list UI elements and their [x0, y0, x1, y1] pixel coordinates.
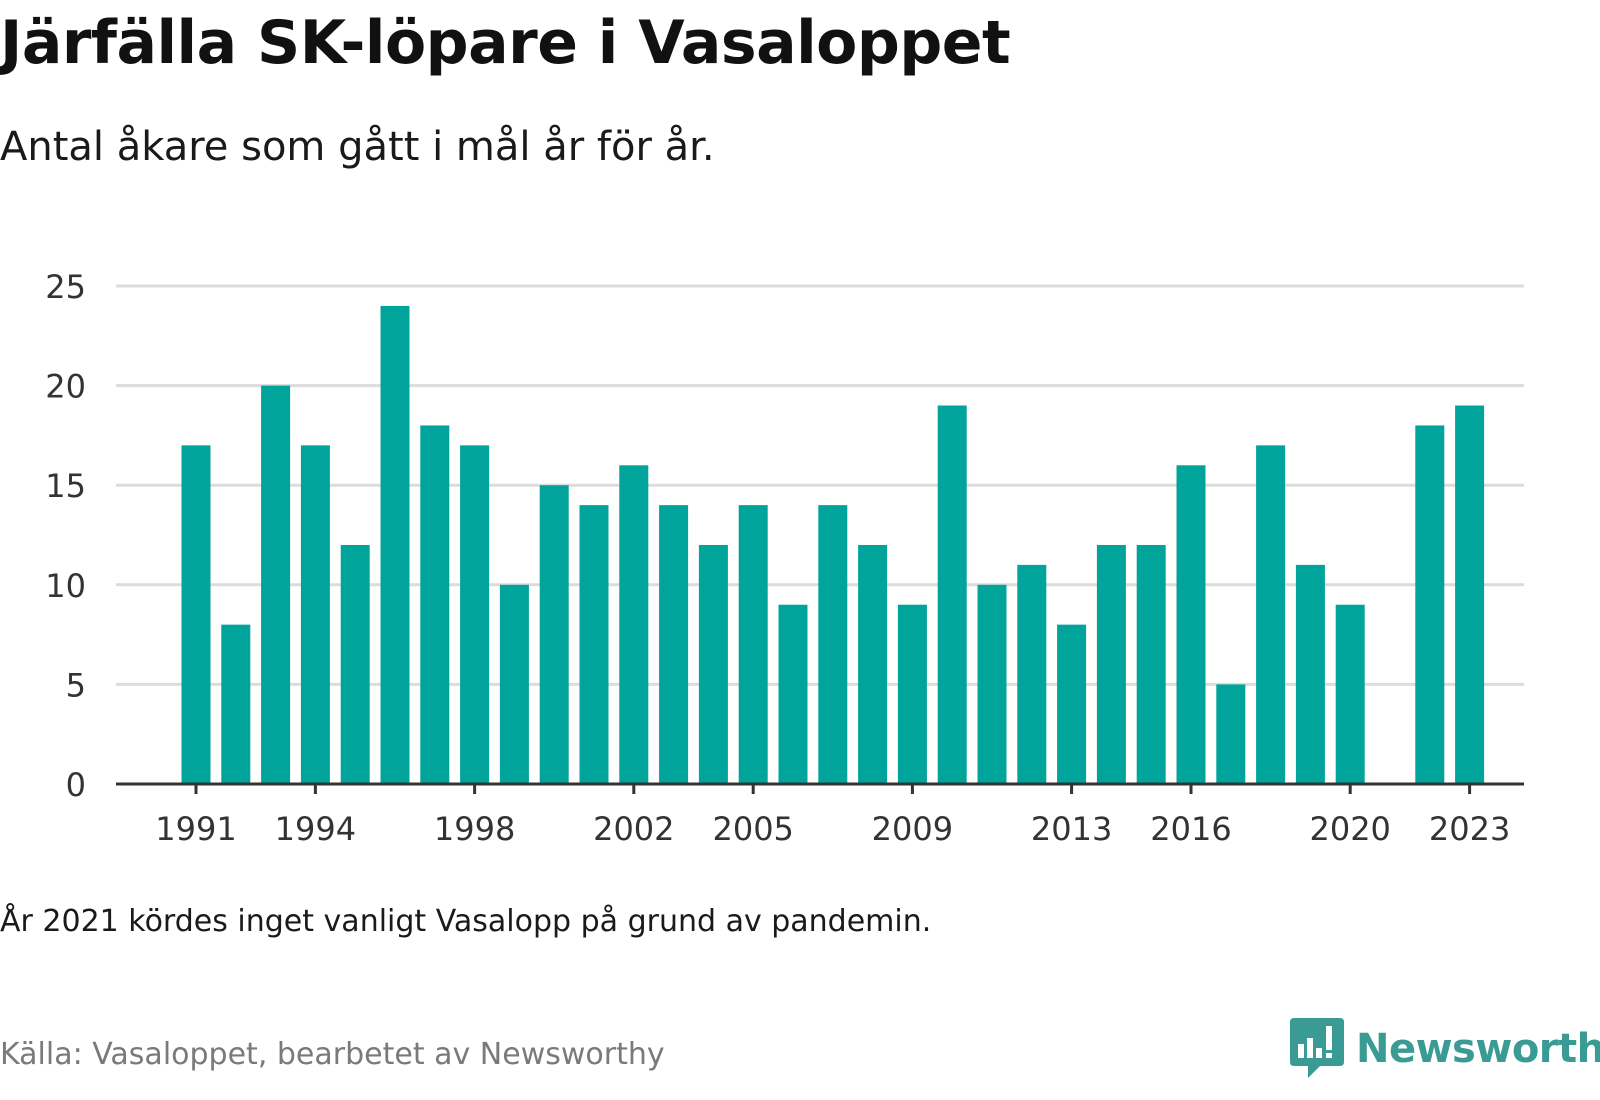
bar-2004 — [698, 544, 728, 784]
bar-1997 — [420, 425, 450, 784]
bar-2016 — [1176, 465, 1206, 784]
bar-2012 — [1017, 564, 1047, 784]
bar-2022 — [1415, 425, 1445, 784]
chat-bubble-bar-chart-icon — [1290, 1018, 1344, 1078]
bar-2019 — [1295, 564, 1325, 784]
footnote: År 2021 kördes inget vanligt Vasalopp på… — [0, 904, 932, 939]
bar-1992 — [221, 624, 251, 784]
x-tick-label: 2002 — [593, 810, 674, 848]
bar-2010 — [937, 405, 967, 784]
bar-2020 — [1335, 604, 1365, 784]
chart-subtitle: Antal åkare som gått i mål år för år. — [0, 124, 715, 170]
y-tick-label: 5 — [66, 666, 86, 704]
bar-1999 — [499, 584, 529, 784]
bar-2002 — [619, 465, 649, 784]
bar-2015 — [1136, 544, 1166, 784]
y-tick-label: 20 — [45, 368, 86, 406]
bar-2006 — [778, 604, 808, 784]
y-tick-label: 10 — [45, 567, 86, 605]
x-axis-ticks — [194, 784, 1472, 794]
bar-2014 — [1096, 544, 1126, 784]
x-tick-label: 1994 — [275, 810, 356, 848]
bar-2007 — [818, 505, 848, 784]
x-tick-label: 1991 — [155, 810, 236, 848]
bar-chart: 0 5 10 15 20 25 1991 1994 1998 2002 2005 2009 2013 2… — [45, 268, 1524, 848]
bar-2017 — [1216, 684, 1246, 784]
x-axis-labels: 1991 1994 1998 2002 2005 2009 2013 2016 2020 2023 — [155, 810, 1510, 848]
bar-1991 — [181, 445, 211, 784]
source-note: Källa: Vasaloppet, bearbetet av Newswort… — [0, 1037, 665, 1072]
brand-name: Newsworthy — [1356, 1026, 1600, 1072]
bar-2009 — [897, 604, 927, 784]
bar-2001 — [579, 505, 609, 784]
bar-1993 — [261, 385, 291, 784]
x-tick-label: 2005 — [712, 810, 793, 848]
bar-2018 — [1256, 445, 1286, 784]
x-tick-label: 2023 — [1429, 810, 1510, 848]
bar-2000 — [539, 485, 569, 784]
y-tick-label: 25 — [45, 268, 86, 306]
bar-2013 — [1057, 624, 1087, 784]
bar-2011 — [977, 584, 1007, 784]
chart-title: Järfälla SK-löpare i Vasaloppet — [0, 8, 1011, 78]
bar-1996 — [380, 305, 410, 784]
y-tick-label: 15 — [45, 467, 86, 505]
bar-2003 — [659, 505, 689, 784]
x-tick-label: 2016 — [1150, 810, 1231, 848]
bar-1998 — [460, 445, 490, 784]
bar-2008 — [858, 544, 888, 784]
x-tick-label: 2020 — [1309, 810, 1390, 848]
x-tick-label: 2009 — [872, 810, 953, 848]
y-tick-label: 0 — [66, 766, 86, 804]
bar-1994 — [300, 445, 330, 784]
x-tick-label: 1998 — [434, 810, 515, 848]
bar-2005 — [738, 505, 768, 784]
bar-2023 — [1455, 405, 1485, 784]
x-tick-label: 2013 — [1031, 810, 1112, 848]
bar-1995 — [340, 544, 370, 784]
y-axis-labels: 0 5 10 15 20 25 — [45, 268, 86, 804]
bars — [181, 305, 1485, 784]
newsworthy-logo: Newsworthy — [1290, 1018, 1600, 1080]
